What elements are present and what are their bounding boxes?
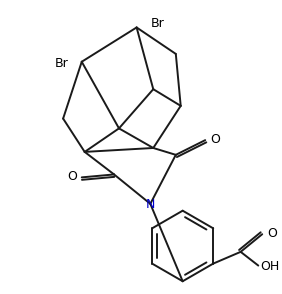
Text: O: O [267,227,277,240]
Text: O: O [67,170,77,183]
Text: N: N [146,198,155,211]
Text: Br: Br [150,17,164,30]
Text: O: O [210,133,220,146]
Text: OH: OH [260,260,280,273]
Text: Br: Br [54,57,68,70]
